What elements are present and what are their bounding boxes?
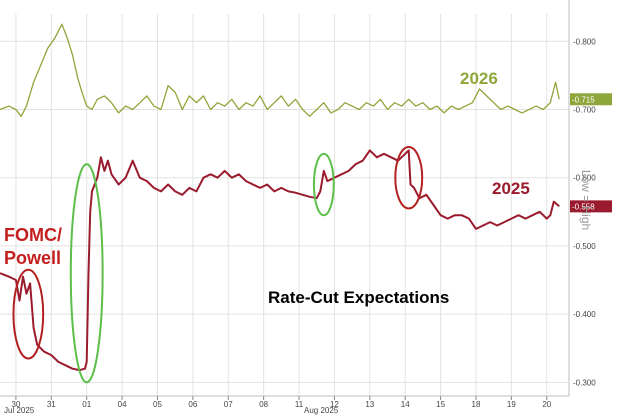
highlight-ellipse-2	[69, 163, 104, 384]
x-tick-label: 14	[401, 400, 410, 409]
series-lines	[0, 23, 560, 372]
x-tick-label: 06	[188, 400, 197, 409]
x-axis-ticks: 30 31 01 04 05 06 07 08 11 12 13 14 15 18 19 20	[11, 396, 552, 409]
y-axis-ticks: -0.800 -0.700 -0.600 -0.500 -0.400 -0.300	[573, 37, 596, 387]
x-tick-label: 18	[472, 400, 481, 409]
x-tick-label: 08	[259, 400, 268, 409]
x-tick-label: 11	[295, 400, 304, 409]
event-label-line-1: FOMC/	[4, 225, 62, 245]
event-highlights	[12, 146, 424, 384]
highlight-ellipse-4	[394, 146, 424, 210]
last-value-badge-2026	[570, 93, 612, 106]
event-label-line-2: Powell	[4, 248, 61, 268]
x-tick-label: 31	[47, 400, 56, 409]
x-tick-label: 13	[365, 400, 374, 409]
period-label-aug: Aug 2025	[304, 406, 339, 415]
last-value-badge-2025	[570, 200, 612, 213]
series-line-2025	[0, 149, 560, 372]
y-tick-label: -0.500	[573, 242, 596, 251]
y-tick-label: -0.800	[573, 37, 596, 46]
last-value-badges: -0.715 -0.558	[570, 93, 612, 213]
x-tick-label: 01	[82, 400, 91, 409]
grid-lines	[0, 0, 570, 397]
last-value-text-2025: -0.558	[572, 202, 595, 211]
x-tick-label: 07	[224, 400, 233, 409]
x-tick-label: 04	[118, 400, 127, 409]
last-value-text-2026: -0.715	[572, 95, 595, 104]
chart-title: Rate-Cut Expectations	[268, 288, 449, 307]
highlight-ellipse-1	[12, 268, 45, 360]
x-tick-label: 30	[11, 400, 20, 409]
highlight-ellipse-3	[312, 152, 335, 217]
y-tick-label: -0.300	[573, 378, 596, 387]
y-tick-label: -0.400	[573, 310, 596, 319]
x-tick-label: 15	[436, 400, 445, 409]
y-axis-label: Low = High	[579, 170, 593, 230]
period-label-jul: Jul 2025	[4, 406, 35, 415]
x-tick-label: 05	[153, 400, 162, 409]
series-label-2025: 2025	[492, 179, 530, 198]
x-tick-label: 19	[507, 400, 516, 409]
x-tick-label: 20	[542, 400, 551, 409]
x-tick-label: 12	[330, 400, 339, 409]
y-tick-label: -0.700	[573, 106, 596, 115]
y-tick-label: -0.600	[573, 174, 596, 183]
series-line-2026	[0, 23, 560, 117]
series-label-2026: 2026	[460, 69, 498, 88]
